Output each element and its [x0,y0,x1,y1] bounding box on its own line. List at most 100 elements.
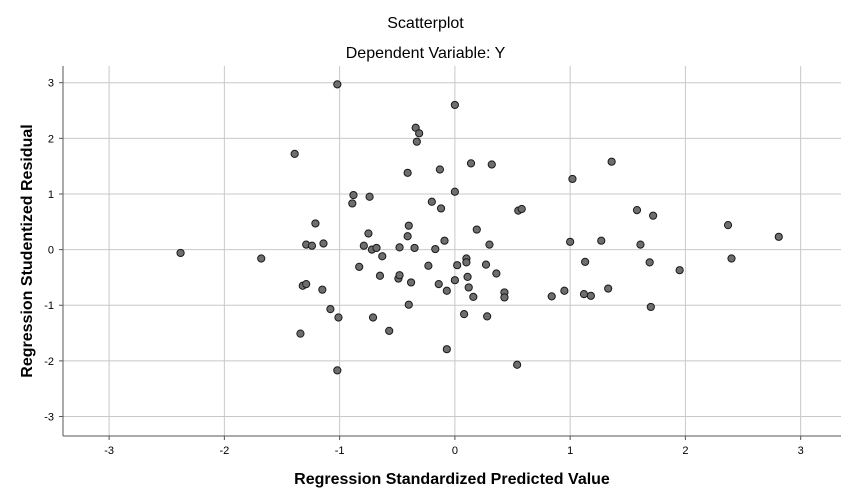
data-point [326,305,335,314]
data-point [436,204,446,213]
y-tick-label: -2 [44,356,54,368]
data-point [464,283,473,292]
data-point [378,252,387,261]
data-point [290,149,299,159]
data-point [460,310,469,319]
data-point [412,137,421,146]
data-point [723,221,733,230]
data-point [581,257,590,266]
chart-title: Scatterplot [387,15,464,32]
data-point [466,159,476,168]
data-point [450,100,459,110]
grid-lines [63,66,841,436]
data-point [176,248,185,258]
data-point [395,243,404,252]
y-tick-label: 3 [48,78,54,90]
x-tick-label: -1 [335,445,345,457]
data-point [307,241,317,250]
data-point [372,243,381,253]
data-point [483,312,492,321]
data-point [334,313,343,322]
data-point [359,241,368,250]
data-point [586,291,595,300]
plot-area [63,66,841,436]
data-point [453,261,462,270]
data-point [355,262,364,271]
y-tick-label: -3 [44,412,54,424]
data-point [774,232,783,241]
data-point [349,190,358,200]
x-tick-label: 3 [798,445,804,457]
data-point [649,211,658,220]
data-point [395,271,404,280]
data-point [462,258,471,267]
data-point [415,129,424,138]
y-axis-ticks: -3 -2 -1 0 1 2 3 [44,78,63,424]
y-tick-label: 2 [48,133,54,145]
data-point [365,192,374,201]
data-point [560,286,569,295]
x-tick-label: -3 [104,445,114,457]
data-point [403,168,412,177]
data-point [311,219,320,228]
data-point [431,244,440,254]
y-tick-label: -1 [44,300,54,312]
data-point [406,278,416,287]
data-point [487,160,496,169]
data-point [296,329,305,338]
data-point [333,80,342,89]
data-point [410,243,419,253]
data-point [450,187,459,196]
x-axis-ticks: -3 -2 -1 0 1 2 3 [104,436,804,457]
data-point [404,300,413,309]
data-point [435,165,444,174]
data-point [404,221,413,230]
data-point [607,157,616,166]
data-point [424,261,433,270]
data-point [579,290,589,299]
y-tick-label: 0 [48,245,54,257]
data-point [485,240,494,249]
data-point [368,313,378,322]
x-tick-label: 1 [567,445,573,457]
data-point [319,239,328,248]
data-point [302,280,311,289]
data-point [469,292,478,302]
data-point [318,285,327,294]
data-point [375,271,385,280]
data-point [632,206,642,215]
data-point [348,199,357,208]
data-point [481,260,491,269]
data-point [675,266,684,275]
data-point [500,293,509,302]
axes [62,66,841,437]
data-point [257,254,266,263]
y-tick-label: 1 [48,189,54,201]
data-point [333,366,342,375]
data-point [450,276,459,285]
data-point [646,302,655,312]
data-point [442,286,451,295]
data-point [440,236,449,245]
x-axis-label: Regression Standardized Predicted Value [294,471,610,488]
x-tick-label: 2 [682,445,688,457]
data-point [517,204,526,214]
data-point [434,280,443,289]
data-point [442,345,451,354]
y-axis-label: Regression Studentized Residual [19,124,36,377]
data-points [176,80,783,375]
data-point [472,225,481,234]
data-point [547,292,556,301]
x-tick-label: -2 [219,445,229,457]
data-point [568,174,577,184]
data-point [636,240,645,249]
data-point [513,360,522,369]
x-tick-label: 0 [452,445,458,457]
chart-subtitle: Dependent Variable: Y [346,45,506,62]
data-point [597,236,606,245]
data-point [492,269,501,278]
data-point [604,284,613,293]
data-point [385,326,394,335]
data-point [645,258,654,267]
